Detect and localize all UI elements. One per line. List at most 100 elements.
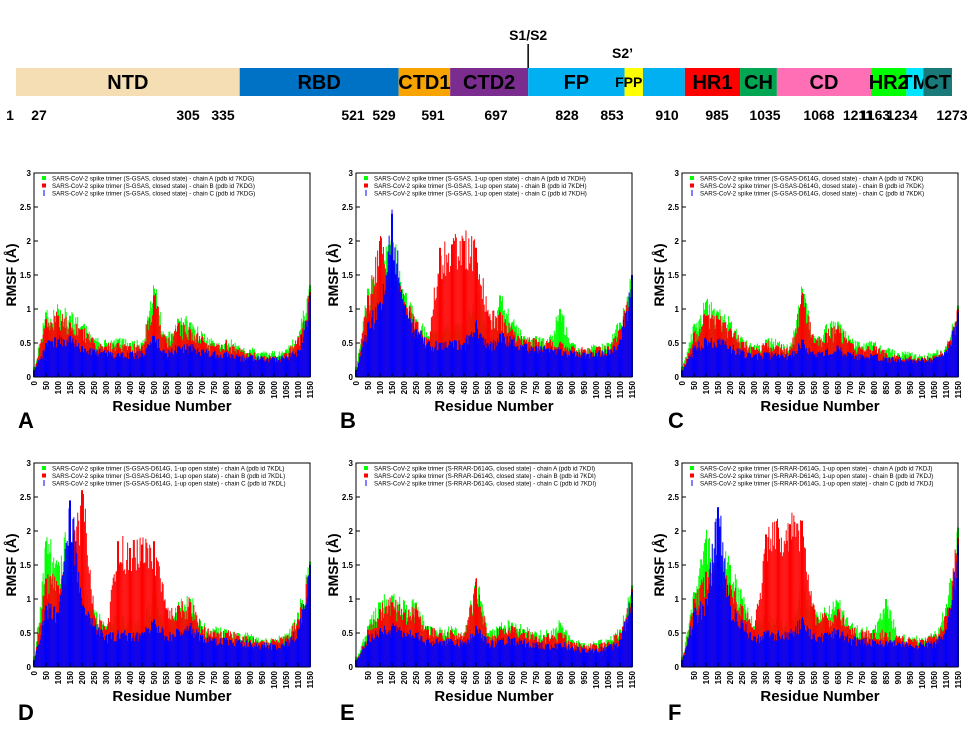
rmsf-bar (291, 635, 293, 667)
rmsf-bar (97, 630, 99, 667)
legend-swatch (42, 466, 46, 470)
rmsf-bar (562, 647, 564, 667)
rmsf-bar (911, 359, 913, 377)
rmsf-bar (129, 353, 131, 377)
rmsf-bar (458, 647, 460, 667)
rmsf-chart: 00.511.522.530 50 100 150 200 250 300 350 400 450… (3, 459, 315, 705)
rmsf-bar (359, 654, 361, 667)
y-tick-label: 0.5 (668, 339, 680, 348)
rmsf-bar (741, 351, 743, 377)
rmsf-bar (42, 625, 44, 667)
rmsf-bar (54, 606, 56, 667)
y-axis-label: RMSF (Å) (325, 244, 341, 307)
rmsf-bar (275, 649, 277, 667)
rmsf-bar (220, 638, 222, 667)
rmsf-bar (865, 356, 867, 377)
rmsf-bar (216, 354, 218, 377)
rmsf-bar (897, 359, 899, 377)
rmsf-bar (485, 347, 487, 377)
rmsf-bar (901, 361, 903, 377)
rmsf-bar (448, 253, 450, 377)
legend-entry: SARS-CoV-2 spike trimer (S-GSAS, 1-up op… (364, 183, 587, 190)
rmsf-bar (525, 343, 527, 377)
x-tick-label: 850 (234, 670, 243, 684)
rmsf-bar (57, 339, 59, 377)
legend-entry: SARS-CoV-2 spike trimer (S-GSAS-D614G, 1… (42, 473, 285, 480)
rmsf-bar (176, 352, 178, 377)
rmsf-bar (180, 348, 182, 377)
rmsf-bar (712, 347, 714, 377)
rmsf-bar (130, 352, 132, 377)
rmsf-bar (765, 353, 767, 377)
rmsf-bar (822, 352, 824, 377)
x-tick-label: 1100 (942, 380, 951, 398)
rmsf-bar (501, 332, 503, 377)
rmsf-bar (380, 237, 382, 377)
legend-entry: SARS-CoV-2 spike trimer (S-GSAS, 1-up op… (365, 190, 587, 198)
rmsf-bar (393, 625, 395, 667)
x-axis-label: Residue Number (112, 398, 231, 415)
rmsf-bar (695, 347, 697, 377)
rmsf-bar (290, 357, 292, 377)
rmsf-bar (289, 352, 291, 377)
rmsf-bar (609, 354, 611, 377)
rmsf-bar (837, 348, 839, 377)
rmsf-bar (234, 358, 236, 377)
rmsf-bar (64, 345, 66, 377)
rmsf-bar (423, 641, 425, 667)
residue-position-label: 335 (211, 107, 235, 123)
rmsf-bar (65, 542, 67, 667)
rmsf-bar (370, 328, 372, 377)
rmsf-bar (289, 642, 291, 667)
rmsf-bar (370, 641, 372, 667)
rmsf-bar (855, 356, 857, 377)
rmsf-bar (43, 351, 45, 377)
rmsf-bar (863, 357, 865, 377)
rmsf-bar (100, 352, 102, 377)
rmsf-bar (842, 356, 844, 377)
x-axis-label: Residue Number (112, 688, 231, 705)
rmsf-bar (222, 644, 224, 667)
rmsf-bar (93, 626, 95, 667)
rmsf-bar (529, 646, 531, 667)
rmsf-bar (574, 649, 576, 667)
rmsf-bar (518, 644, 520, 667)
x-tick-label: 50 (690, 380, 699, 389)
rmsf-bar (126, 635, 128, 667)
rmsf-bar (49, 608, 51, 667)
rmsf-bar (198, 351, 200, 377)
rmsf-bar (255, 360, 257, 377)
rmsf-bar (938, 356, 940, 377)
rmsf-bar (251, 355, 253, 377)
rmsf-bar (616, 349, 618, 377)
rmsf-bar (75, 339, 77, 377)
rmsf-bar (285, 356, 287, 377)
rmsf-bar (398, 277, 400, 377)
rmsf-bar (151, 621, 153, 667)
rmsf-bar (783, 358, 785, 377)
residue-position-label: 910 (655, 107, 679, 123)
x-tick-label: 950 (258, 380, 267, 394)
rmsf-bar (435, 639, 437, 667)
rmsf-bar (250, 354, 252, 377)
rmsf-bar (169, 353, 171, 377)
rmsf-bar (471, 605, 473, 667)
rmsf-bar (507, 636, 509, 667)
x-tick-label: 600 (496, 380, 505, 394)
rmsf-bar (89, 348, 91, 377)
rmsf-bar (385, 275, 387, 377)
rmsf-bar (80, 352, 82, 377)
rmsf-bar (615, 350, 617, 377)
rmsf-bar (926, 361, 928, 377)
rmsf-bar (797, 313, 799, 377)
rmsf-bar (504, 343, 506, 377)
rmsf-bar (385, 633, 387, 667)
domain-segment-rect (740, 68, 777, 96)
rmsf-bar (831, 328, 833, 377)
rmsf-bar (86, 350, 88, 377)
rmsf-bar (540, 345, 542, 377)
rmsf-bar (174, 637, 176, 667)
rmsf-bar (470, 334, 472, 377)
rmsf-bar (528, 348, 530, 377)
rmsf-bar (279, 361, 281, 377)
